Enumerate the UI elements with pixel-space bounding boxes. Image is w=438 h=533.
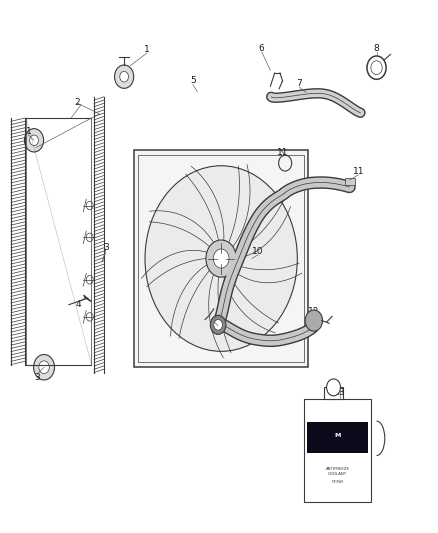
Bar bbox=[304, 399, 371, 503]
Bar bbox=[134, 150, 308, 367]
Circle shape bbox=[115, 65, 134, 88]
Text: 8: 8 bbox=[374, 44, 379, 53]
Text: 13: 13 bbox=[334, 388, 346, 397]
Circle shape bbox=[34, 354, 54, 380]
Circle shape bbox=[39, 361, 49, 374]
Text: 11: 11 bbox=[277, 148, 289, 157]
Text: 5: 5 bbox=[190, 76, 196, 85]
Circle shape bbox=[327, 379, 340, 396]
Circle shape bbox=[206, 240, 237, 277]
Circle shape bbox=[305, 310, 322, 331]
Circle shape bbox=[25, 128, 44, 152]
Text: 12: 12 bbox=[308, 307, 320, 316]
Text: 11: 11 bbox=[353, 166, 364, 175]
Text: 2: 2 bbox=[75, 98, 80, 107]
Circle shape bbox=[86, 313, 93, 321]
Text: 3: 3 bbox=[34, 373, 40, 382]
Circle shape bbox=[30, 135, 39, 146]
Circle shape bbox=[86, 276, 93, 284]
Circle shape bbox=[86, 233, 93, 241]
Circle shape bbox=[210, 316, 226, 334]
Text: ANTIFREEZE
COOLANT: ANTIFREEZE COOLANT bbox=[325, 467, 350, 476]
Circle shape bbox=[213, 249, 229, 268]
Text: 1: 1 bbox=[144, 45, 150, 54]
Text: 9: 9 bbox=[212, 321, 218, 330]
Text: 6: 6 bbox=[259, 44, 265, 53]
Text: 10: 10 bbox=[252, 247, 264, 256]
Circle shape bbox=[120, 71, 128, 82]
Text: 7: 7 bbox=[297, 79, 302, 88]
Bar bbox=[307, 422, 368, 453]
Bar bbox=[324, 387, 343, 399]
Circle shape bbox=[145, 166, 297, 351]
Text: MOPAR: MOPAR bbox=[332, 480, 344, 484]
Text: 4: 4 bbox=[76, 300, 81, 309]
Text: 1: 1 bbox=[25, 127, 31, 136]
Bar bbox=[345, 179, 355, 185]
Circle shape bbox=[86, 201, 93, 210]
Circle shape bbox=[214, 319, 223, 330]
Text: M: M bbox=[334, 433, 341, 438]
Text: 3: 3 bbox=[103, 244, 109, 253]
Bar bbox=[138, 155, 304, 362]
